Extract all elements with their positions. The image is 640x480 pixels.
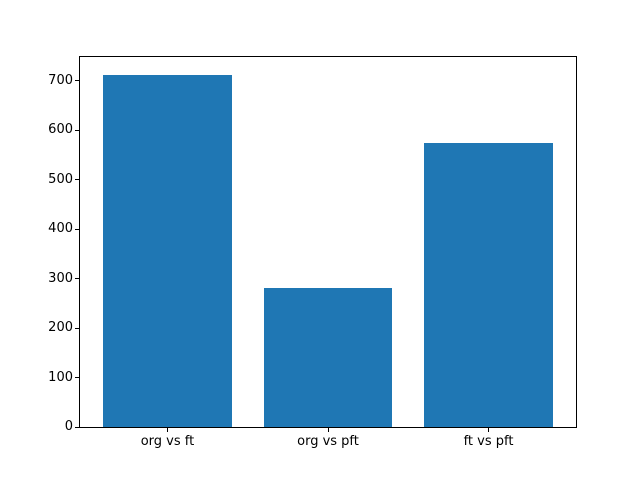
- y-tick-label: 500: [48, 171, 73, 187]
- y-tick-mark: [75, 80, 79, 82]
- y-tick-mark: [75, 327, 79, 329]
- y-tick-mark: [75, 426, 79, 428]
- x-tick-mark: [327, 428, 329, 432]
- y-tick-mark: [75, 179, 79, 181]
- y-tick-mark: [75, 278, 79, 280]
- x-tick-mark: [166, 428, 168, 432]
- y-tick-label: 700: [48, 72, 73, 88]
- x-tick-label-ft-vs-pft: ft vs pft: [463, 434, 514, 449]
- y-tick-label: 0: [64, 419, 73, 434]
- bar-ft-vs-pft: [424, 142, 553, 427]
- x-tick-label-org-vs-pft: org vs pft: [297, 434, 359, 449]
- x-tick-label-org-vs-ft: org vs ft: [140, 434, 195, 449]
- y-tick-label: 200: [48, 320, 73, 336]
- y-tick-mark: [75, 377, 79, 379]
- bar-org-vs-pft: [263, 288, 393, 427]
- y-tick-label: 600: [48, 122, 73, 138]
- y-tick-mark: [75, 129, 79, 131]
- y-tick-label: 400: [48, 221, 73, 237]
- y-tick-label: 100: [48, 369, 73, 385]
- y-tick-label: 300: [48, 270, 73, 286]
- bar-org-vs-ft: [103, 74, 232, 427]
- x-tick-mark: [488, 428, 490, 432]
- y-tick-mark: [75, 228, 79, 230]
